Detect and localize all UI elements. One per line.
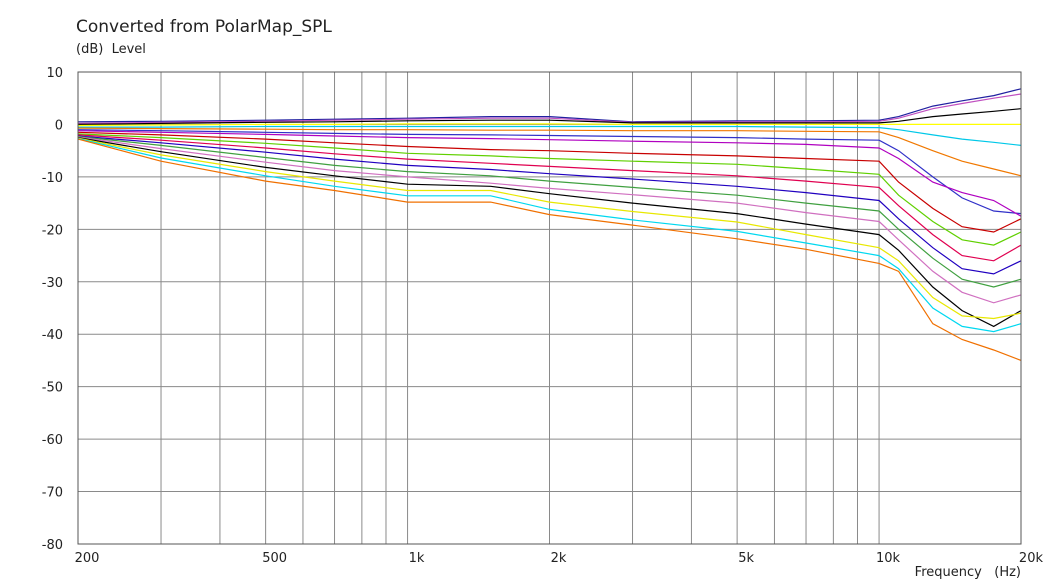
x-tick-label: 200 [75, 551, 100, 566]
y-axis-label: (dB) Level [76, 42, 146, 57]
y-tick-label: -70 [42, 486, 63, 501]
y-tick-label: 0 [55, 118, 63, 133]
x-axis-unit: (Hz) [994, 565, 1021, 580]
grid [77, 71, 1022, 545]
x-axis-name: Frequency [914, 565, 982, 580]
series-line-13 [77, 135, 1022, 288]
series-line-15 [77, 137, 1022, 328]
y-axis-name: Level [111, 42, 146, 57]
plot-border [77, 71, 1022, 545]
x-tick-label: 500 [262, 551, 287, 566]
series-line-1 [77, 88, 1022, 123]
y-tick-label: -10 [42, 171, 63, 186]
series-line-6 [77, 127, 1022, 177]
y-tick-label: -20 [42, 223, 63, 238]
series-line-2 [77, 93, 1022, 124]
y-axis-unit: (dB) [76, 42, 104, 57]
y-tick-label: -40 [42, 328, 63, 343]
y-tick-label: 10 [46, 66, 63, 81]
series-line-10 [77, 133, 1022, 246]
series-line-8 [77, 130, 1022, 217]
series-line-11 [77, 134, 1022, 262]
x-axis-label: Frequency (Hz) [915, 565, 1021, 580]
series-line-4 [77, 123, 1021, 127]
y-tick-labels: 10 0 -10 -20 -30 -40 -50 -60 -70 -80 [42, 66, 63, 553]
x-tick-label: 5k [738, 551, 754, 566]
series-line-9 [77, 131, 1022, 233]
series-line-12 [77, 135, 1022, 275]
y-tick-label: -80 [42, 538, 63, 553]
plot-frame [77, 71, 1022, 545]
series-line-3 [77, 108, 1022, 125]
x-tick-labels: 200 500 1k 2k 5k 10k 20k [75, 551, 1044, 566]
series-line-18 [77, 138, 1022, 361]
y-tick-label: -50 [42, 381, 63, 396]
x-tick-label: 1k [409, 551, 425, 566]
x-tick-label: 2k [551, 551, 567, 566]
series-line-14 [77, 136, 1022, 304]
series-line-17 [77, 138, 1022, 333]
x-tick-label: 20k [1019, 551, 1044, 566]
series-line-16 [77, 137, 1022, 320]
y-tick-label: -60 [42, 433, 63, 448]
y-tick-label: -30 [42, 276, 63, 291]
chart-title: Converted from PolarMap_SPL [76, 17, 332, 37]
series-line-5 [78, 125, 1022, 146]
series-group [77, 88, 1022, 361]
x-tick-label: 10k [876, 551, 901, 566]
